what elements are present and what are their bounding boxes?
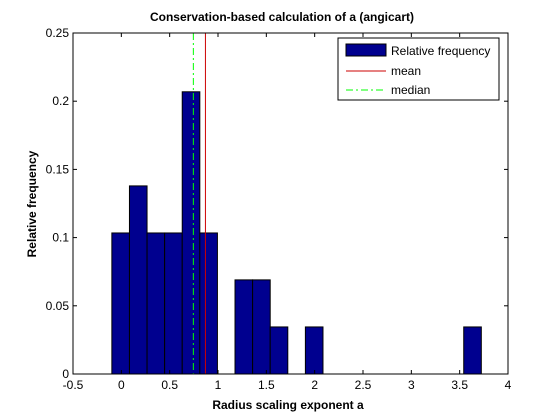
y-axis-label: Relative frequency xyxy=(25,150,39,257)
plot-frame xyxy=(72,32,509,375)
legend-patch-relative-frequency xyxy=(345,43,387,57)
y-tick-label: 0.25 xyxy=(46,26,70,40)
x-tick-label: -0.5 xyxy=(63,378,84,392)
x-tick-label: 1.5 xyxy=(258,378,275,392)
x-tick-label: 3 xyxy=(408,378,415,392)
y-tick-label: 0.1 xyxy=(52,231,69,245)
histogram-bar xyxy=(304,326,324,375)
y-axis-ticks: 0 0.05 0.1 0.15 0.2 0.25 xyxy=(46,26,508,381)
y-tick-label: 0.15 xyxy=(46,162,70,176)
legend-label-mean: mean xyxy=(391,64,421,78)
x-tick-label: 1 xyxy=(215,378,222,392)
legend: Relative frequency mean median xyxy=(337,37,500,101)
x-tick-label: 2.5 xyxy=(355,378,372,392)
histogram-bar xyxy=(111,232,130,375)
histogram-bar xyxy=(128,185,148,375)
legend-label-median: median xyxy=(391,83,430,97)
histogram-bar xyxy=(181,91,201,375)
x-axis-label: Radius scaling exponent a xyxy=(212,398,364,412)
legend-label-relative-frequency: Relative frequency xyxy=(391,44,490,58)
histogram-bar xyxy=(234,279,254,375)
x-tick-label: 2 xyxy=(311,378,318,392)
y-tick-label: 0.05 xyxy=(46,299,70,313)
x-axis-ticks: -0.5 0 0.5 1 1.5 2 2.5 3 3.5 4 xyxy=(63,33,512,392)
y-tick-label: 0 xyxy=(62,367,69,381)
histogram-bar xyxy=(269,326,289,375)
histogram-bar xyxy=(146,232,166,375)
x-tick-label: 3.5 xyxy=(451,378,468,392)
y-tick-label: 0.2 xyxy=(52,94,69,108)
histogram-bar xyxy=(199,232,218,375)
histogram-bar xyxy=(252,279,271,375)
histogram-bar xyxy=(164,232,183,375)
histogram-bar xyxy=(463,326,482,375)
x-tick-label: 0 xyxy=(118,378,125,392)
reference-lines xyxy=(192,33,206,374)
x-tick-label: 4 xyxy=(505,378,512,392)
chart-title: Conservation-based calculation of a (ang… xyxy=(150,10,414,24)
x-tick-label: 0.5 xyxy=(161,378,178,392)
bars-group xyxy=(111,91,482,375)
